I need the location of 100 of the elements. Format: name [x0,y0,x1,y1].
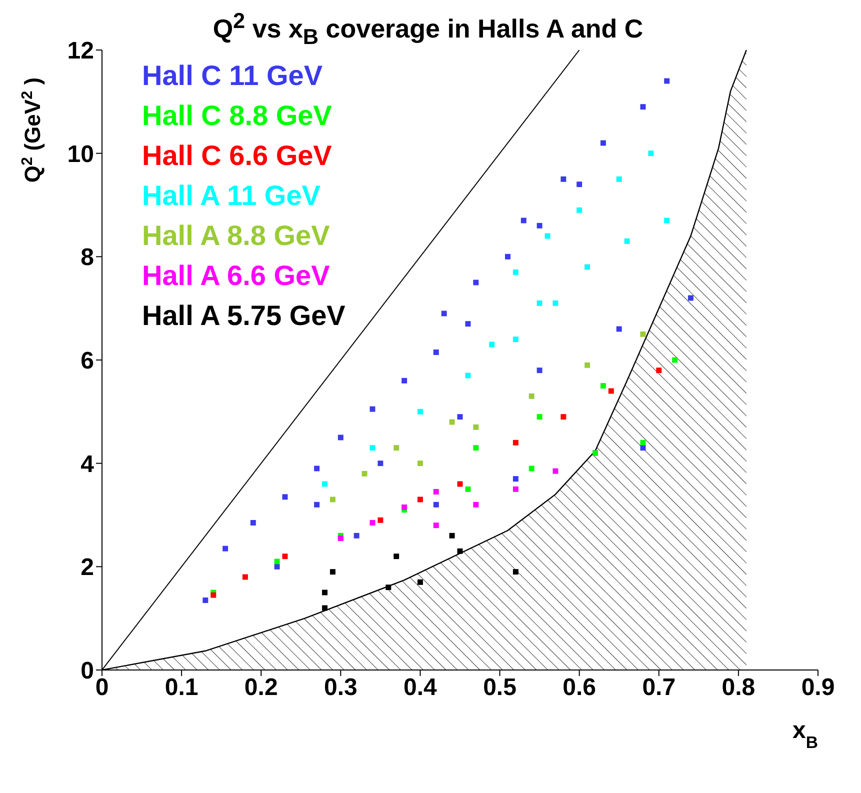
point [616,176,622,182]
point [608,388,614,394]
point [282,494,288,500]
point [449,532,455,538]
point [512,569,518,575]
chart-title: Q$^{2}$ vs x$_{B}$ coverage in Halls A and C [212,8,644,49]
point [370,445,376,451]
text: Hall C 8.8 GeV [142,99,333,133]
point [433,522,439,528]
point [386,584,392,590]
point [552,468,558,474]
point [560,414,566,420]
point [616,326,622,332]
x-tick-label: 0.7 [642,674,676,702]
point [552,300,558,306]
point [250,520,256,526]
point [465,486,471,492]
point [433,350,439,355]
point [402,378,408,384]
point [449,419,455,425]
text: Hall A 11 GeV [142,179,322,213]
point [536,368,542,374]
point [512,269,518,275]
point [465,372,471,378]
x-tick-label: 0.1 [164,674,198,702]
point [600,383,606,389]
text: Hall A 8.8 GeV [142,219,331,253]
point [473,280,479,286]
point [465,321,471,327]
point [314,502,320,508]
point [322,590,328,596]
point [441,310,447,316]
point [417,579,423,585]
point [417,408,423,414]
point [504,254,510,260]
x-tick-label: 0.3 [324,674,358,702]
y-tick-label: 12 [67,38,94,65]
point [536,414,542,420]
point [640,331,646,337]
point [528,466,534,472]
point [512,336,518,342]
point [282,554,288,560]
point [370,520,376,526]
point [520,218,526,224]
point [664,218,670,224]
point [274,564,280,570]
point [489,342,495,348]
x-axis-title: x$_{B}$ [792,717,818,752]
point [528,393,534,399]
point [394,554,400,560]
point [664,78,670,84]
point [473,502,479,508]
point [457,414,463,420]
point [640,440,646,446]
point [584,264,590,270]
y-tick-label: 4 [80,450,95,478]
x-tick-label: 0.8 [722,674,756,702]
point [362,470,368,476]
point [370,406,376,412]
point [560,176,566,182]
point [433,502,439,508]
point [322,605,328,611]
point [354,532,360,538]
point [322,481,328,487]
text: Hall A 5.75 GeV [142,299,346,333]
x-tick-label: 0.2 [244,674,278,702]
x-tick-label: 0.4 [404,674,438,702]
y-tick-label: 2 [80,554,94,582]
text: Hall A 6.6 GeV [142,259,331,293]
point [473,424,479,430]
point [202,598,208,603]
point [656,368,662,374]
point [512,476,518,482]
point [536,222,542,228]
point [338,434,344,440]
point [600,140,606,146]
x-tick-label: 0.9 [801,674,835,702]
point [210,592,216,598]
point [402,504,408,510]
point [576,182,582,188]
point [640,445,646,451]
point [512,440,518,446]
point [457,548,463,554]
point [242,574,248,580]
point [378,460,384,466]
point [394,445,400,451]
y-tick-label: 8 [80,244,94,272]
x-tick-label: 0.5 [483,674,516,702]
point [640,104,646,110]
point [473,445,479,451]
point [576,207,582,213]
point [433,489,439,494]
point [222,546,228,552]
text: Hall C 6.6 GeV [142,139,333,173]
point [274,558,280,564]
point [688,295,694,301]
y-tick-label: 6 [80,348,94,375]
point [624,238,630,244]
point [648,150,654,156]
point [378,517,384,523]
